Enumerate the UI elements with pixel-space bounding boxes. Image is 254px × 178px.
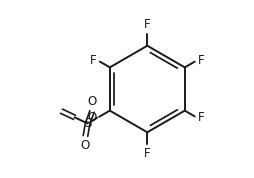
Text: F: F	[198, 54, 204, 67]
Text: O: O	[81, 139, 90, 152]
Text: O: O	[88, 111, 97, 124]
Text: F: F	[144, 18, 151, 31]
Text: F: F	[198, 111, 204, 124]
Text: F: F	[90, 54, 97, 67]
Text: O: O	[88, 95, 97, 108]
Text: F: F	[144, 147, 151, 160]
Text: S: S	[84, 117, 91, 130]
